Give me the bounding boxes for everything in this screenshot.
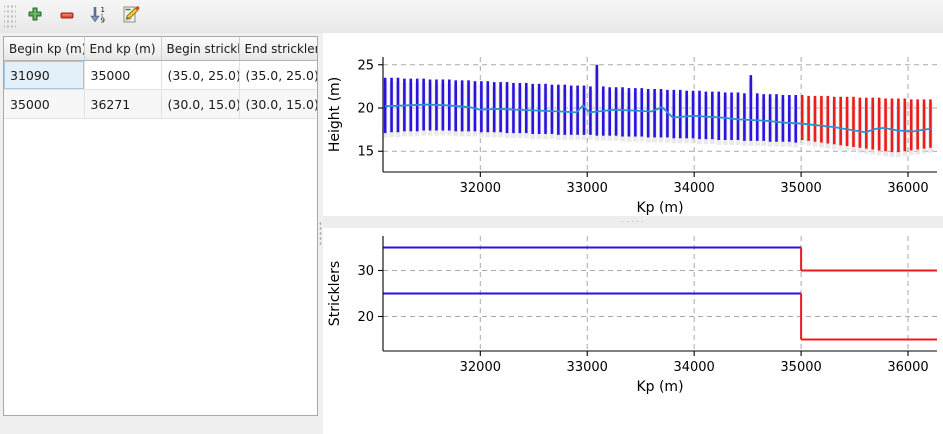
minus-icon [58,6,76,28]
edit-note-icon [121,5,141,29]
horizontal-splitter[interactable] [323,216,943,228]
cell-end-kp[interactable]: 36271 [84,89,162,119]
x-tick-label: 32000 [460,181,501,196]
sort-top-label: 1 [101,6,105,14]
y-tick-label: 20 [357,310,374,325]
cell-end-strickler[interactable]: (35.0, 25.0) [239,60,317,90]
x-tick-label: 33000 [567,360,608,375]
column-header-end-strickler[interactable]: End strickler [239,37,317,61]
x-tick-label: 36000 [887,181,928,196]
x-tick-label: 35000 [780,360,821,375]
splitter-grip-icon [319,220,322,247]
stricklers-table[interactable]: Begin kp (m) End kp (m) Begin strickle E… [3,36,318,416]
cell-begin-strickler[interactable]: (35.0, 25.0) [161,60,240,90]
column-header-begin-kp[interactable]: Begin kp (m) [4,37,85,61]
y-tick-label: 25 [357,58,374,73]
column-header-end-kp[interactable]: End kp (m) [84,37,162,61]
y-axis-label: Height (m) [327,77,343,152]
left-panel: Begin kp (m) End kp (m) Begin strickle E… [0,33,318,434]
x-tick-label: 36000 [887,360,928,375]
y-tick-label: 30 [357,264,374,279]
y-axis-label: Stricklers [327,261,343,326]
mean-line [385,103,931,134]
splitter-grip-icon [620,220,646,223]
stricklers-chart[interactable]: 20 30 32000 33000 34000 35000 36000 Kp (m) Stric… [323,228,943,434]
cell-end-kp[interactable]: 35000 [84,60,162,90]
cell-begin-strickler[interactable]: (30.0, 15.0) [161,89,240,119]
toolbar-drag-handle[interactable] [4,4,16,29]
edit-button[interactable] [115,2,147,32]
toolbar: 1 9 [0,0,943,34]
x-tick-label: 34000 [673,360,714,375]
sort-descending-button[interactable]: 1 9 [83,2,115,32]
cell-begin-kp[interactable]: 35000 [4,89,85,119]
sort-bottom-label: 9 [101,16,105,24]
cell-end-strickler[interactable]: (30.0, 15.0) [239,89,317,119]
vertical-splitter[interactable] [318,33,323,434]
cell-begin-kp[interactable]: 31090 [4,60,85,90]
table-header-row: Begin kp (m) End kp (m) Begin strickle E… [4,37,317,61]
x-tick-label: 35000 [780,181,821,196]
table-row[interactable]: 31090 35000 (35.0, 25.0) (35.0, 25.0) [4,60,317,90]
add-button[interactable] [19,2,51,32]
table-row[interactable]: 35000 36271 (30.0, 15.0) (30.0, 15.0) [4,89,317,119]
x-tick-label: 32000 [460,360,501,375]
x-tick-label: 33000 [567,181,608,196]
plus-icon [26,6,44,28]
column-header-begin-strickler[interactable]: Begin strickle [161,37,240,61]
x-axis-label: Kp (m) [636,200,683,216]
y-tick-label: 15 [357,145,374,160]
sort-descending-icon: 1 9 [88,5,110,29]
x-axis-label: Kp (m) [636,379,683,395]
height-chart-pane: 15 20 25 32000 33000 34000 35000 36000 Kp (m) Hei… [323,33,943,216]
height-chart[interactable]: 15 20 25 32000 33000 34000 35000 36000 Kp (m) Hei… [323,33,943,216]
y-tick-label: 20 [357,102,374,117]
x-tick-label: 34000 [673,181,714,196]
stricklers-chart-pane: 20 30 32000 33000 34000 35000 36000 Kp (m) Stric… [323,228,943,434]
remove-button[interactable] [51,2,83,32]
